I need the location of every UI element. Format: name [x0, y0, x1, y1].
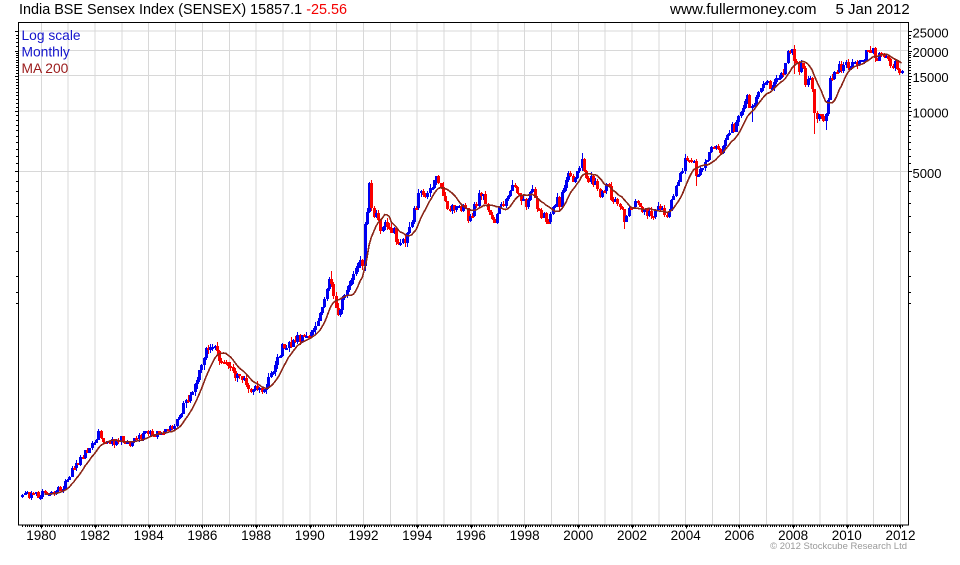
svg-text:2000: 2000	[563, 528, 593, 543]
svg-text:Log scale: Log scale	[22, 28, 81, 43]
svg-text:1982: 1982	[80, 528, 110, 543]
svg-text:2012: 2012	[885, 528, 915, 543]
svg-text:1994: 1994	[402, 528, 433, 543]
svg-text:1998: 1998	[510, 528, 540, 543]
svg-text:20000: 20000	[913, 45, 949, 60]
svg-text:2010: 2010	[832, 528, 862, 543]
svg-text:Monthly: Monthly	[22, 45, 70, 60]
svg-text:India BSE Sensex Index (SENSEX: India BSE Sensex Index (SENSEX) 15857.1 …	[19, 2, 347, 18]
svg-text:1980: 1980	[26, 528, 56, 543]
svg-text:1986: 1986	[187, 528, 217, 543]
svg-text:1996: 1996	[456, 528, 486, 543]
svg-text:25000: 25000	[913, 26, 949, 41]
svg-text:10000: 10000	[913, 106, 949, 121]
svg-text:5000: 5000	[913, 166, 942, 181]
svg-text:1992: 1992	[348, 528, 378, 543]
svg-text:1990: 1990	[295, 528, 325, 543]
svg-text:www.fullermoney.com: www.fullermoney.com	[669, 1, 817, 18]
svg-text:15000: 15000	[913, 70, 949, 85]
svg-text:5 Jan 2012: 5 Jan 2012	[836, 1, 910, 18]
svg-text:2008: 2008	[778, 528, 808, 543]
svg-text:2006: 2006	[724, 528, 754, 543]
svg-text:2002: 2002	[617, 528, 647, 543]
svg-text:MA 200: MA 200	[22, 61, 69, 76]
svg-text:2004: 2004	[671, 528, 702, 543]
svg-text:1988: 1988	[241, 528, 271, 543]
svg-text:1984: 1984	[134, 528, 165, 543]
svg-text:© 2012 Stockcube Research Ltd: © 2012 Stockcube Research Ltd	[770, 541, 907, 552]
